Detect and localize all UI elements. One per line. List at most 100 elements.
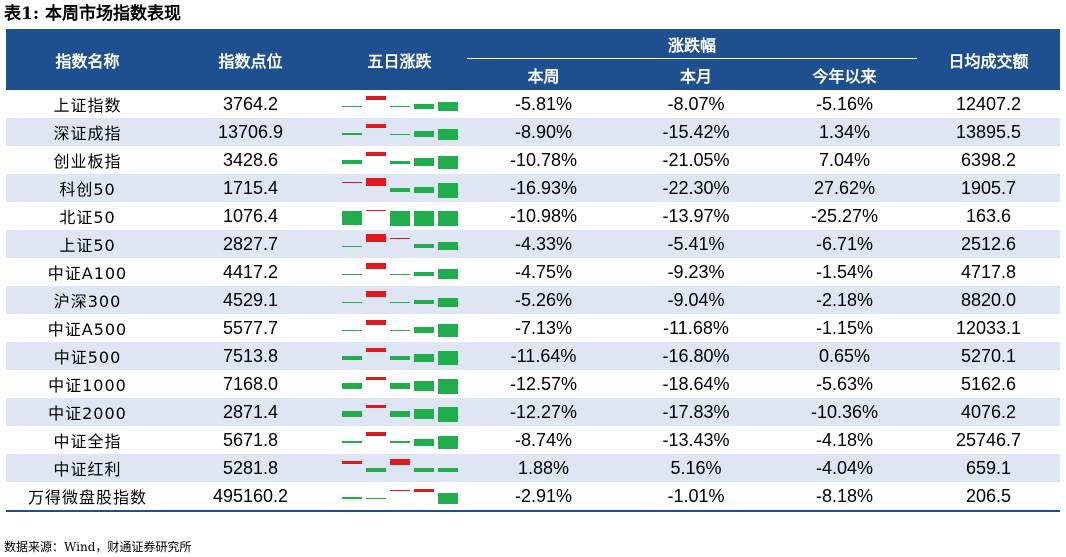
cell-name: 万得微盘股指数 — [6, 482, 169, 512]
cell-name: 中证2000 — [6, 398, 169, 426]
five-day-bar — [437, 155, 458, 169]
five-day-bar — [413, 272, 434, 276]
five-day-bar — [365, 124, 386, 128]
five-day-bar — [413, 158, 434, 166]
five-day-bar — [389, 489, 410, 491]
five-day-bar — [341, 245, 362, 247]
cell-month: -22.30% — [620, 174, 772, 202]
five-day-sparkline — [332, 146, 467, 174]
five-day-bar — [413, 409, 434, 419]
cell-ytd: -6.71% — [772, 230, 918, 258]
header-week: 本周 — [467, 58, 620, 90]
five-day-bar — [413, 187, 434, 193]
five-day-sparkline — [332, 454, 467, 482]
cell-name: 北证50 — [59, 208, 116, 227]
five-day-bar — [389, 459, 410, 465]
table-row: 创业板指 3428.6 -10.78% -21.05% 7.04% 6398.2 — [6, 146, 1060, 174]
five-day-sparkline — [332, 230, 467, 258]
cell-level: 5577.7 — [222, 317, 279, 338]
cell-level: 7513.8 — [169, 342, 332, 370]
cell-turnover: 12407.2 — [955, 93, 1022, 114]
cell-month: -11.68% — [663, 317, 729, 338]
cell-month: -13.97% — [662, 205, 730, 226]
cell-turnover: 4717.8 — [960, 261, 1017, 282]
five-day-bar — [365, 376, 386, 380]
cell-week: -5.81% — [514, 93, 573, 114]
cell-level: 3764.2 — [222, 93, 279, 114]
five-day-bar — [341, 460, 362, 464]
cell-ytd: 1.34% — [772, 118, 918, 146]
five-day-bar — [365, 96, 386, 100]
five-day-bar — [341, 273, 362, 275]
cell-name: 上证指数 — [53, 96, 122, 115]
five-day-bar — [341, 383, 362, 389]
table-row: 科创50 1715.4 -16.93% -22.30% 27.62% 1905.7 — [6, 174, 1061, 202]
five-day-bar — [389, 383, 410, 389]
five-day-bar — [413, 300, 434, 304]
cell-month: -18.64% — [662, 373, 730, 394]
five-day-sparkline — [332, 482, 467, 512]
five-day-bar — [413, 468, 434, 472]
cell-turnover: 12033.1 — [955, 317, 1022, 338]
market-index-table: 指数名称 指数点位 五日涨跌 涨跌幅 日均成交额 本周 本月 今年以来 上证指数… — [6, 29, 1061, 512]
cell-name: 科创50 — [6, 174, 169, 202]
cell-ytd: -5.16% — [815, 93, 874, 114]
cell-level: 13706.9 — [169, 118, 332, 146]
cell-ytd: -1.54% — [815, 261, 874, 282]
five-day-bar — [365, 209, 386, 211]
five-day-bar — [437, 323, 458, 337]
cell-ytd: 27.62% — [772, 174, 918, 202]
five-day-bar — [413, 381, 434, 391]
five-day-bar — [389, 301, 410, 303]
five-day-bar — [413, 327, 434, 333]
five-day-bar — [365, 432, 386, 436]
five-day-bar — [413, 244, 434, 248]
cell-week: -5.26% — [467, 286, 620, 314]
header-five-day: 五日涨跌 — [332, 29, 467, 90]
five-day-sparkline — [332, 342, 467, 370]
five-day-bar — [341, 411, 362, 417]
five-day-bar — [437, 468, 458, 472]
cell-turnover: 2512.6 — [917, 230, 1061, 258]
five-day-bar — [389, 133, 410, 135]
five-day-bar — [365, 263, 386, 269]
cell-ytd: 7.04% — [818, 149, 871, 170]
five-day-bar — [341, 105, 362, 107]
five-day-bar — [413, 210, 434, 226]
cell-ytd: 0.65% — [772, 342, 918, 370]
five-day-bar — [341, 181, 362, 183]
five-day-bar — [437, 435, 458, 449]
five-day-bar — [389, 329, 410, 331]
cell-week: -16.93% — [467, 174, 620, 202]
header-ytd: 今年以来 — [772, 58, 918, 90]
cell-turnover: 5270.1 — [917, 342, 1061, 370]
five-day-bar — [389, 441, 410, 443]
five-day-bar — [437, 242, 458, 250]
cell-week: -12.27% — [467, 398, 620, 426]
cell-level: 2871.4 — [169, 398, 332, 426]
table-row: 深证成指 13706.9 -8.90% -15.42% 1.34% 13895.5 — [6, 118, 1061, 146]
five-day-bar — [437, 101, 458, 111]
cell-name: 沪深300 — [6, 286, 169, 314]
table-row: 中证A500 5577.7 -7.13% -11.68% -1.15% 12033.1 — [6, 314, 1060, 342]
cell-level: 2827.7 — [169, 230, 332, 258]
cell-level: 5671.8 — [222, 429, 279, 450]
header-name: 指数名称 — [6, 29, 169, 90]
cell-month: -13.43% — [662, 429, 730, 450]
cell-week: -10.78% — [509, 149, 578, 170]
cell-turnover: 206.5 — [917, 482, 1061, 512]
cell-turnover: 8820.0 — [917, 286, 1061, 314]
table-row: 沪深300 4529.1 -5.26% -9.04% -2.18% 8820.0 — [6, 286, 1061, 314]
cell-month: 5.16% — [620, 454, 772, 482]
cell-week: -12.57% — [509, 373, 578, 394]
five-day-sparkline — [332, 398, 467, 426]
cell-level: 7168.0 — [222, 373, 279, 394]
cell-ytd: -25.27% — [810, 205, 879, 226]
five-day-sparkline — [332, 174, 467, 202]
cell-week: -11.64% — [467, 342, 620, 370]
table-row: 中证1000 7168.0 -12.57% -18.64% -5.63% 5162.6 — [6, 370, 1060, 398]
five-day-bar — [365, 348, 386, 352]
cell-week: -10.98% — [509, 205, 578, 226]
cell-turnover: 6398.2 — [960, 149, 1017, 170]
five-day-bar — [437, 378, 458, 394]
